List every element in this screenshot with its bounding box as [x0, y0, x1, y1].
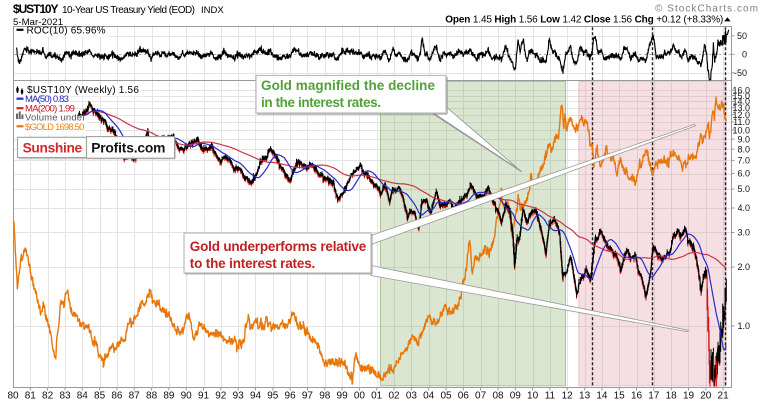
- svg-text:to the interest rates.: to the interest rates.: [190, 256, 315, 271]
- svg-text:13: 13: [579, 391, 591, 402]
- svg-text:Volume undef: Volume undef: [25, 113, 85, 124]
- svg-text:09: 09: [510, 391, 522, 402]
- svg-text:$UST10Y: $UST10Y: [13, 2, 59, 16]
- svg-text:86: 86: [111, 391, 123, 402]
- svg-text:01: 01: [371, 391, 383, 402]
- svg-text:12: 12: [562, 391, 574, 402]
- svg-text:99: 99: [337, 391, 349, 402]
- svg-text:13.0: 13.0: [732, 103, 750, 113]
- svg-text:15.0: 15.0: [732, 91, 750, 101]
- svg-text:03: 03: [406, 391, 418, 402]
- svg-text:0: 0: [742, 50, 747, 60]
- svg-text:87: 87: [129, 391, 141, 402]
- svg-text:Sunshine: Sunshine: [23, 141, 83, 156]
- svg-text:14: 14: [596, 391, 608, 402]
- svg-text:05: 05: [440, 391, 452, 402]
- svg-text:MA(50) 0.83: MA(50) 0.83: [25, 94, 69, 105]
- svg-text:85: 85: [94, 391, 106, 402]
- svg-text:17: 17: [648, 391, 660, 402]
- svg-text:in the interest rates.: in the interest rates.: [261, 95, 381, 110]
- svg-text:88: 88: [146, 391, 158, 402]
- svg-text:04: 04: [423, 391, 435, 402]
- svg-text:11: 11: [545, 391, 556, 402]
- svg-text:92: 92: [215, 391, 227, 402]
- svg-text:21: 21: [718, 391, 730, 402]
- svg-text:6.0: 6.0: [737, 169, 750, 179]
- svg-text:5-Mar-2021: 5-Mar-2021: [13, 17, 63, 28]
- svg-text:80: 80: [7, 391, 19, 402]
- svg-text:81: 81: [25, 391, 37, 402]
- svg-text:2.0: 2.0: [737, 262, 750, 272]
- svg-text:95: 95: [267, 391, 279, 402]
- svg-text:98: 98: [319, 391, 331, 402]
- svg-text:96: 96: [285, 391, 297, 402]
- svg-text:10.0: 10.0: [732, 125, 750, 135]
- svg-text:10: 10: [527, 391, 539, 402]
- svg-text:08: 08: [492, 391, 504, 402]
- svg-text:84: 84: [77, 391, 89, 402]
- svg-text:14.0: 14.0: [732, 97, 750, 107]
- svg-text:8.0: 8.0: [737, 144, 750, 154]
- svg-text:97: 97: [302, 391, 314, 402]
- svg-text:-50: -50: [734, 68, 747, 78]
- svg-text:4.0: 4.0: [737, 203, 750, 213]
- svg-text:15: 15: [614, 391, 626, 402]
- svg-text:93: 93: [233, 391, 245, 402]
- svg-text:02: 02: [388, 391, 400, 402]
- svg-text:10-Year US Treasury Yield (EOD: 10-Year US Treasury Yield (EOD): [62, 5, 195, 16]
- svg-text:06: 06: [458, 391, 470, 402]
- svg-text:50: 50: [737, 31, 747, 41]
- svg-text:MA(200) 1.99: MA(200) 1.99: [25, 104, 75, 115]
- svg-text:1.0: 1.0: [737, 321, 750, 331]
- svg-text:82: 82: [42, 391, 54, 402]
- svg-text:16: 16: [631, 391, 643, 402]
- svg-text:5.0: 5.0: [737, 184, 750, 194]
- svg-text:94: 94: [250, 391, 262, 402]
- svg-text:© StockCharts.com: © StockCharts.com: [655, 4, 758, 15]
- svg-text:11.0: 11.0: [733, 117, 750, 127]
- svg-text:9.0: 9.0: [737, 134, 750, 144]
- svg-text:16.0: 16.0: [732, 85, 750, 95]
- svg-text:00: 00: [354, 391, 366, 402]
- svg-text:ROC(10) 65.96%: ROC(10) 65.96%: [27, 26, 106, 37]
- svg-text:89: 89: [163, 391, 175, 402]
- svg-text:Gold underperforms relative: Gold underperforms relative: [190, 239, 367, 254]
- svg-text:$UST10Y (Weekly) 1.56: $UST10Y (Weekly) 1.56: [27, 85, 139, 96]
- svg-text:19: 19: [683, 391, 695, 402]
- svg-text:07: 07: [475, 391, 487, 402]
- svg-text:18: 18: [666, 391, 678, 402]
- svg-text:12.0: 12.0: [732, 110, 750, 120]
- svg-text:Open 1.45 High 1.56 Low 1.42 C: Open 1.45 High 1.56 Low 1.42 Close 1.56 …: [445, 15, 723, 26]
- svg-text:83: 83: [59, 391, 71, 402]
- svg-text:20: 20: [700, 391, 712, 402]
- svg-text:90: 90: [181, 391, 193, 402]
- svg-text:INDX: INDX: [201, 5, 224, 16]
- svg-text:$GOLD 1698.50: $GOLD 1698.50: [25, 122, 85, 133]
- svg-text:3.0: 3.0: [737, 228, 750, 238]
- svg-text:Gold magnified the decline: Gold magnified the decline: [261, 78, 435, 93]
- svg-text:7.0: 7.0: [737, 156, 750, 166]
- svg-text:Profits.com: Profits.com: [91, 141, 165, 156]
- svg-text:91: 91: [198, 391, 210, 402]
